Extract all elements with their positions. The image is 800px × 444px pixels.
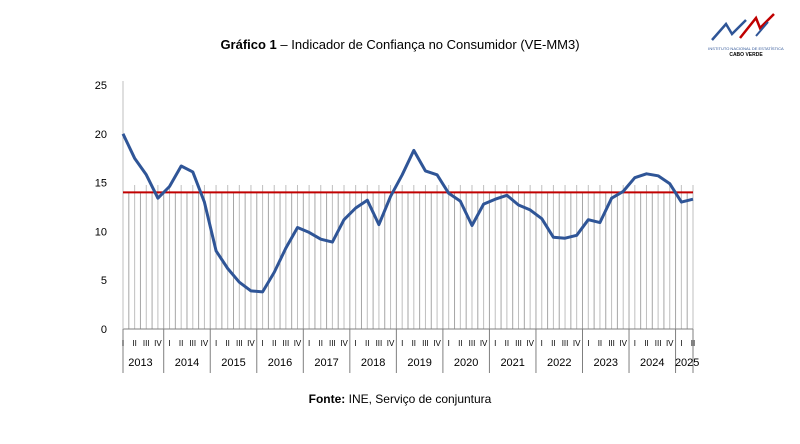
quarter-label: III [655,339,662,348]
year-label: 2018 [361,357,385,369]
ine-logo-mark: INSTITUTO NACIONAL DE ESTATÍSTICA CABO V… [708,13,784,58]
quarter-label: IV [294,339,302,348]
quarter-label: IV [154,339,162,348]
quarter-label: II [691,339,695,348]
quarter-label: IV [340,339,348,348]
y-tick-label: 10 [95,226,107,238]
quarter-label: IV [666,339,674,348]
quarter-label: III [562,339,569,348]
axes [122,81,694,373]
quarter-label: II [365,339,369,348]
quarter-label: III [283,339,290,348]
quarter-label: III [515,339,522,348]
quarter-label: IV [619,339,627,348]
quarter-label: I [261,339,263,348]
year-label: 2017 [314,357,338,369]
vertical-gridlines [122,185,694,329]
source-text: INE, Serviço de conjuntura [345,392,492,406]
year-label: 2025 [675,357,699,369]
quarter-label: III [143,339,150,348]
series-line-confidence [121,133,694,294]
quarter-label: IV [526,339,534,348]
quarter-label: I [215,339,217,348]
quarter-label: I [587,339,589,348]
logo-line2: CABO VERDE [729,52,763,58]
quarter-label: I [355,339,357,348]
quarter-label: II [458,339,462,348]
source-note: Fonte: INE, Serviço de conjuntura [0,392,800,406]
quarter-label: I [401,339,403,348]
y-tick-label: 15 [95,178,107,190]
quarter-label: I [634,339,636,348]
quarter-label: IV [201,339,209,348]
quarter-label: IV [480,339,488,348]
year-label: 2016 [268,357,292,369]
quarter-label: III [422,339,429,348]
logo-line1: INSTITUTO NACIONAL DE ESTATÍSTICA [708,46,784,51]
quarter-label: I [122,339,124,348]
quarter-label: III [236,339,243,348]
year-label: 2013 [128,357,152,369]
quarter-label: I [448,339,450,348]
source-label: Fonte: [308,392,346,406]
y-tick-label: 20 [95,129,107,141]
quarter-label: IV [573,339,581,348]
quarter-label: I [541,339,543,348]
year-label: 2020 [454,357,478,369]
year-label: 2022 [547,357,571,369]
year-label: 2024 [640,357,664,369]
quarter-label: I [168,339,170,348]
quarter-label: II [551,339,555,348]
quarter-label: I [680,339,682,348]
quarter-label: IV [387,339,395,348]
year-label: 2014 [175,357,199,369]
quarter-label: II [644,339,648,348]
quarter-label: II [179,339,183,348]
quarter-label: III [469,339,476,348]
year-label: 2015 [221,357,245,369]
quarter-label: III [608,339,615,348]
quarter-label: I [494,339,496,348]
quarter-label: IV [433,339,441,348]
y-tick-label: 25 [95,80,107,92]
series-lines [121,133,694,294]
quarter-label: III [376,339,383,348]
quarter-label: III [329,339,336,348]
quarter-label: II [272,339,276,348]
year-label: 2021 [500,357,524,369]
ine-logo: INSTITUTO NACIONAL DE ESTATÍSTICA CABO V… [700,10,792,62]
quarter-label: III [189,339,196,348]
quarter-label: II [505,339,509,348]
year-label: 2019 [407,357,431,369]
quarter-label: II [132,339,136,348]
quarter-label: I [308,339,310,348]
quarter-label: II [412,339,416,348]
year-label: 2023 [594,357,618,369]
y-tick-label: 5 [101,275,107,287]
chart-title-bold: Gráfico 1 [220,37,277,52]
quarter-label: II [598,339,602,348]
quarter-label: IV [247,339,255,348]
quarter-label: II [225,339,229,348]
chart-title-text: – Indicador de Confiança no Consumidor (… [276,37,580,52]
quarter-label: II [319,339,323,348]
y-tick-label: 0 [101,324,107,336]
chart-title: Gráfico 1 – Indicador de Confiança no Co… [0,37,800,52]
